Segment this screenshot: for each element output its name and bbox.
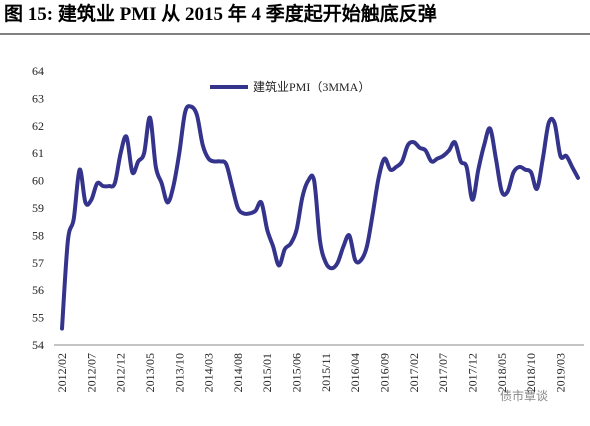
chart-title: 图 15: 建筑业 PMI 从 2015 年 4 季度起开始触底反弹: [4, 2, 437, 25]
y-tick-label: 60: [32, 174, 44, 188]
y-tick-label: 55: [32, 311, 44, 325]
x-tick-label: 2019/03: [553, 353, 567, 392]
x-tick-label: 2017/07: [436, 353, 450, 392]
x-tick-label: 2012/12: [114, 353, 128, 392]
x-tick-label: 2016/09: [378, 353, 392, 392]
x-tick-label: 2013/10: [172, 353, 186, 392]
series-line: [60, 104, 580, 331]
x-tick-label: 2012/02: [55, 353, 69, 392]
x-tick-label: 2015/06: [290, 353, 304, 392]
y-tick-label: 64: [32, 64, 44, 78]
y-tick-label: 59: [32, 201, 44, 215]
y-tick-label: 56: [32, 283, 44, 297]
x-tick-label: 2017/12: [465, 353, 479, 392]
legend-label: 建筑业PMI（3MMA）: [253, 79, 370, 94]
x-tick-label: 2018/10: [524, 353, 538, 392]
x-tick-label: 2015/01: [260, 353, 274, 392]
watermark: 债市覃谈: [500, 388, 548, 403]
x-tick-label: 2012/07: [84, 353, 98, 392]
x-tick-label: 2016/04: [348, 353, 362, 392]
y-tick-label: 63: [32, 91, 44, 105]
x-tick-label: 2018/05: [495, 353, 509, 392]
x-tick-label: 2014/03: [202, 353, 216, 392]
y-tick-label: 62: [32, 119, 44, 133]
y-tick-label: 57: [32, 256, 44, 270]
x-tick-label: 2014/08: [231, 353, 245, 392]
y-tick-label: 61: [32, 146, 44, 160]
x-tick-label: 2015/11: [319, 353, 333, 392]
x-tick-label: 2017/02: [407, 353, 421, 392]
x-tick-label: 2013/05: [143, 353, 157, 392]
y-tick-label: 54: [32, 338, 44, 352]
y-tick-label: 58: [32, 228, 44, 242]
